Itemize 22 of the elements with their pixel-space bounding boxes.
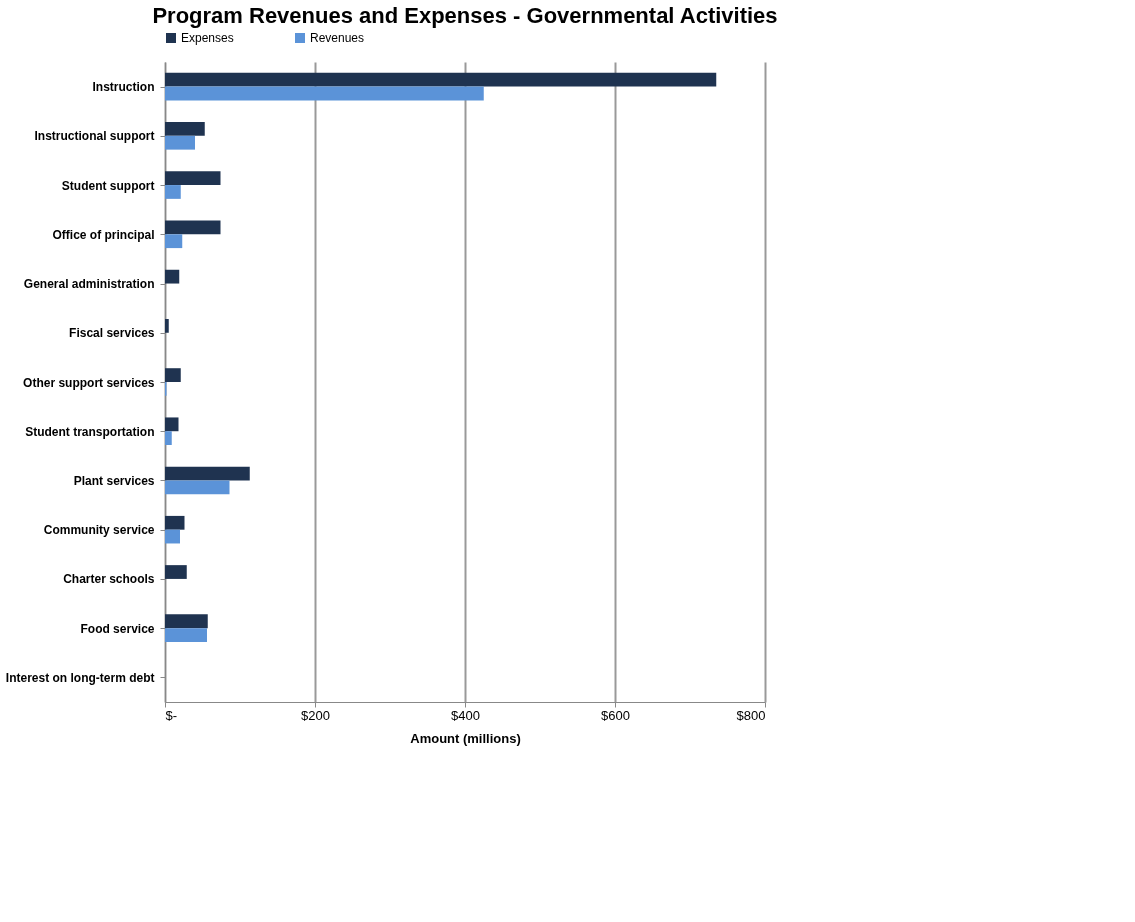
y-tick-label: Student transportation: [25, 424, 155, 439]
y-tick-label: Office of principal: [52, 227, 155, 242]
x-tick-label: $-: [165, 707, 178, 723]
y-tick-label: Student support: [61, 178, 155, 193]
y-tick-label: Charter schools: [63, 572, 155, 587]
y-tick-label: Instruction: [92, 80, 155, 95]
y-tick-label: Instructional support: [34, 129, 155, 144]
x-axis-title: Amount (millions): [410, 730, 521, 746]
y-tick-label: Fiscal services: [69, 326, 155, 341]
x-tick-label: $600: [601, 707, 630, 723]
chart-title: Program Revenues and Expenses - Governmental Activities: [152, 3, 778, 28]
x-tick-label: $800: [736, 707, 766, 723]
legend-label: Expenses: [181, 31, 234, 45]
x-tick-label: $400: [451, 707, 480, 723]
legend-label: Revenues: [310, 31, 365, 45]
y-tick-label: Interest on long-term debt: [5, 670, 155, 685]
y-tick-label: Plant services: [73, 473, 155, 488]
x-tick-label: $200: [301, 707, 330, 723]
y-tick-label: Other support services: [23, 375, 155, 390]
y-tick-label: Community service: [43, 523, 155, 538]
y-tick-label: General administration: [23, 277, 155, 292]
y-tick-label: Food service: [80, 621, 155, 636]
